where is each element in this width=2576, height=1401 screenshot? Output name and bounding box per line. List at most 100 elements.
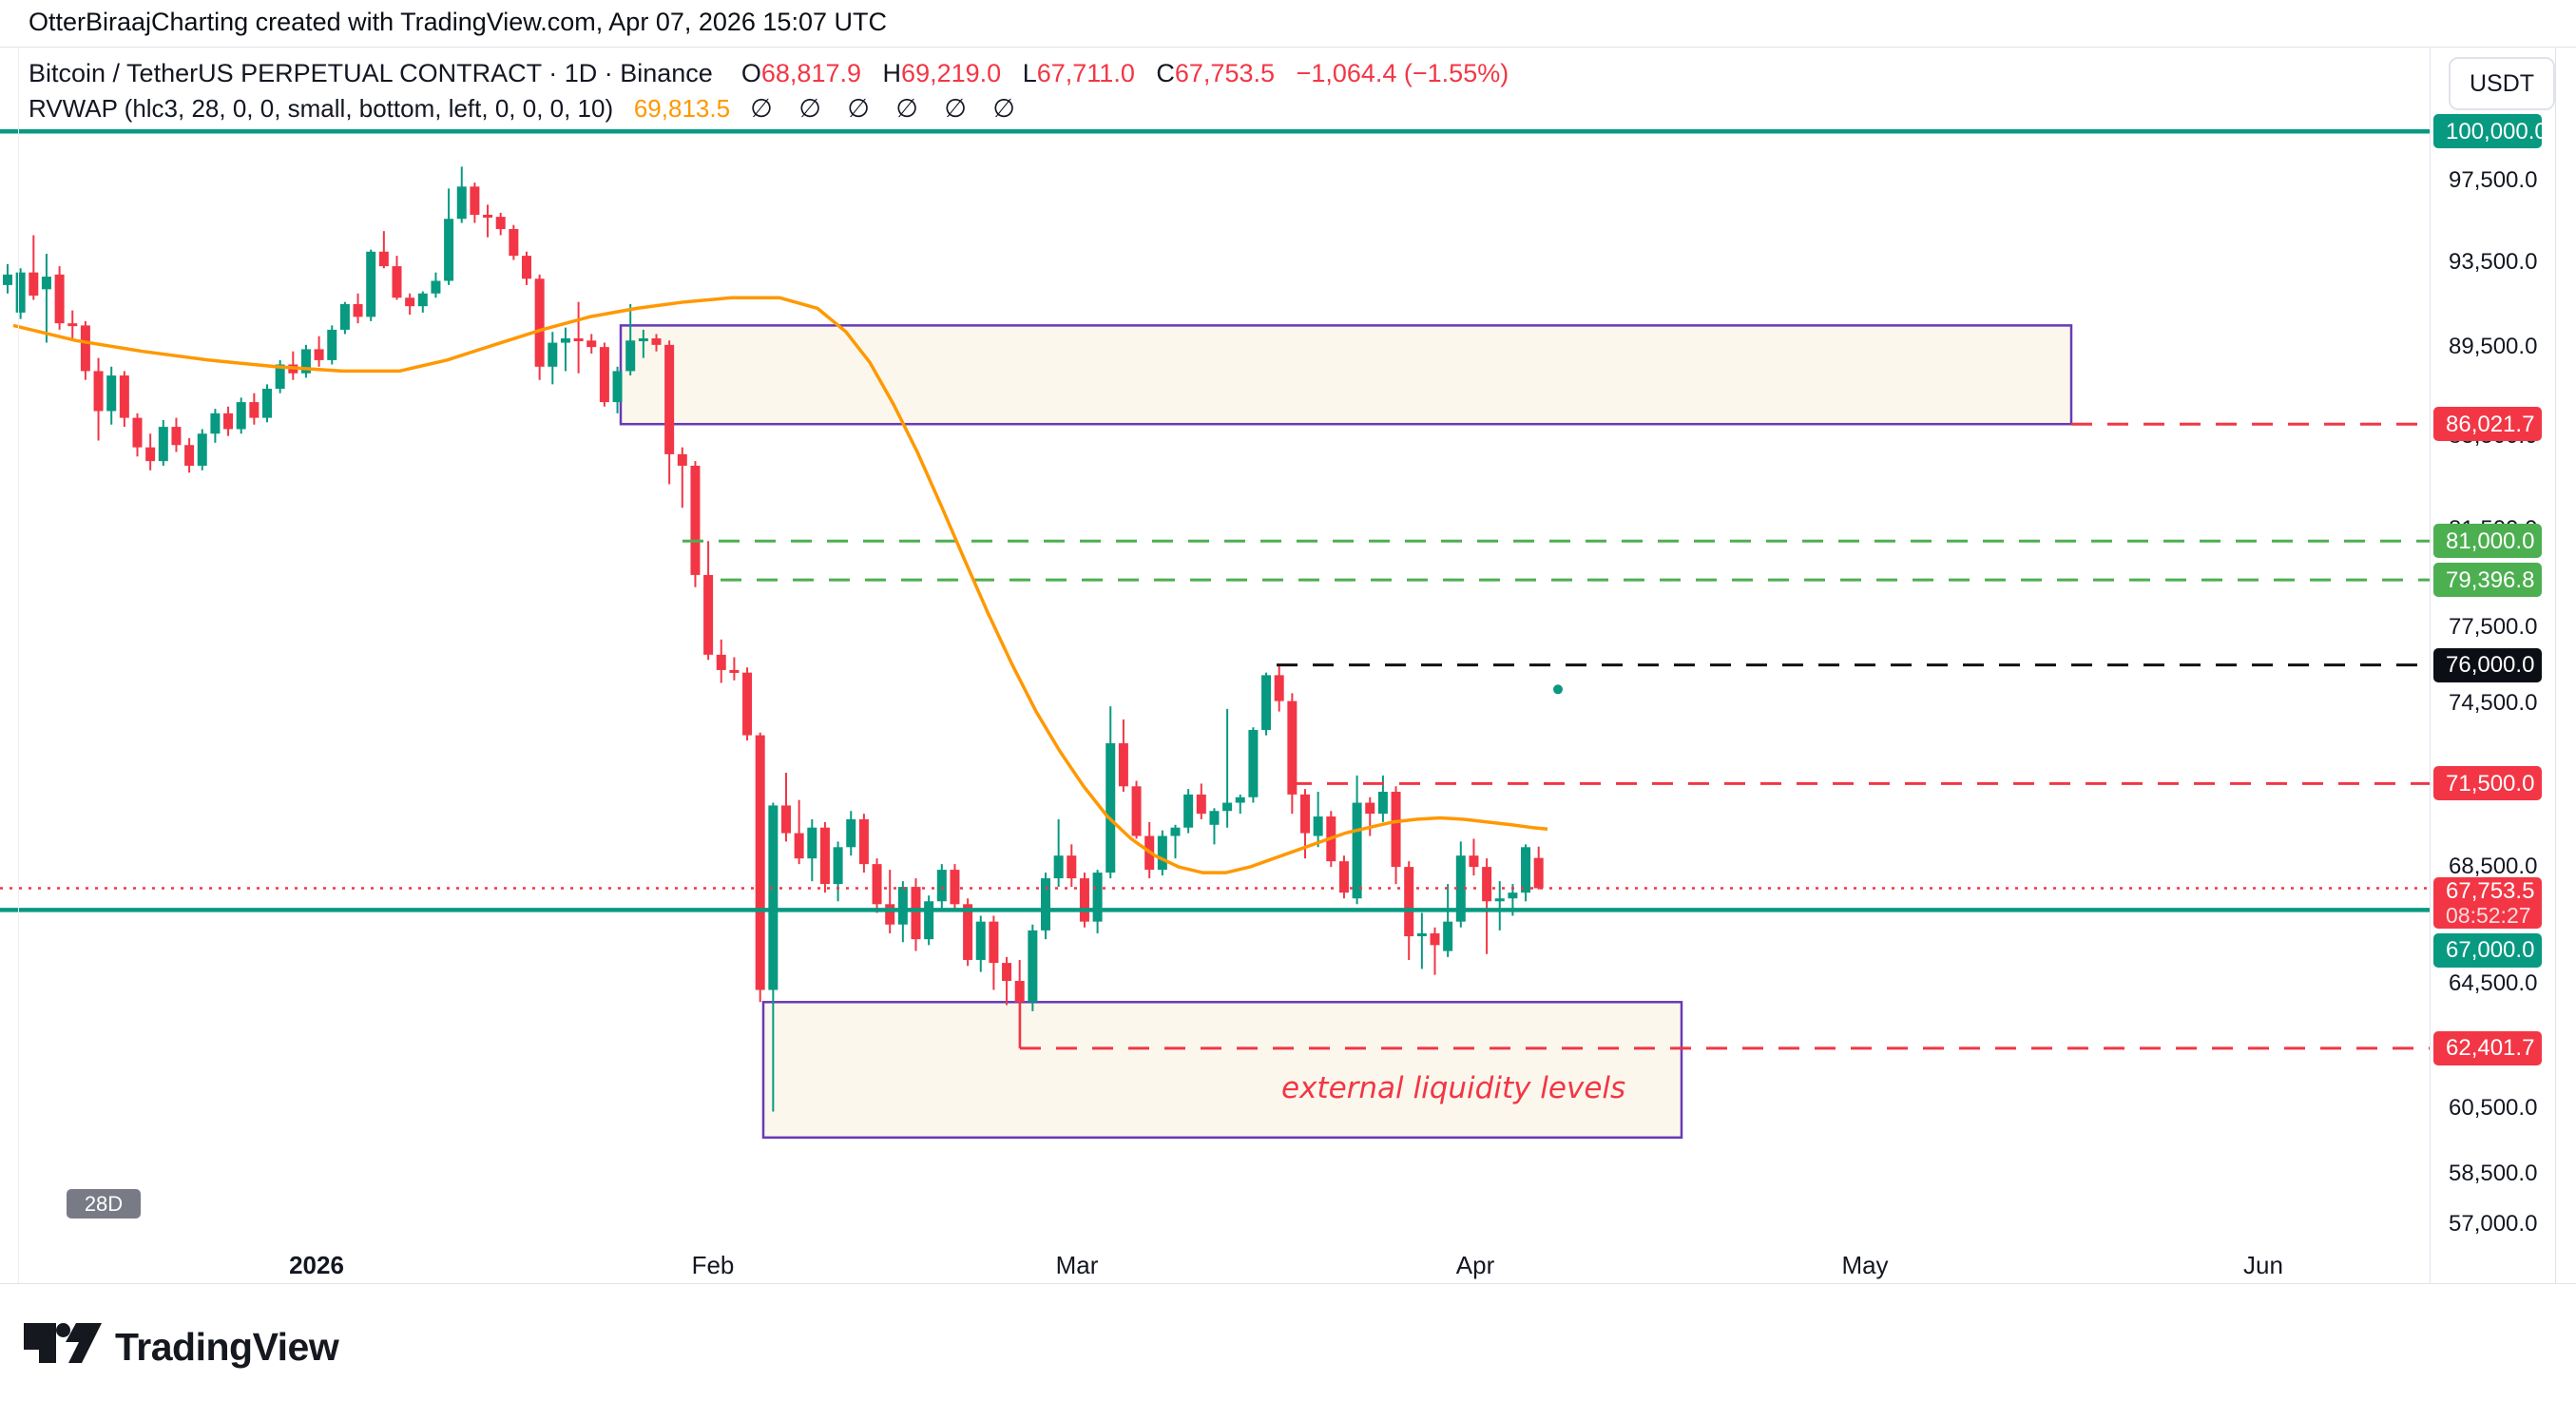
grid-line-left xyxy=(18,47,19,1283)
time-label-2026: 2026 xyxy=(289,1251,344,1279)
candle-body xyxy=(1469,855,1479,868)
candle-body xyxy=(560,338,570,343)
candle-body xyxy=(1416,932,1427,937)
candle-body xyxy=(145,447,156,462)
exchange-name[interactable]: Binance xyxy=(620,59,713,87)
candle-body xyxy=(858,818,869,865)
candle-body xyxy=(171,427,182,446)
candle-body xyxy=(1365,802,1375,815)
candle-body xyxy=(846,818,856,848)
text-annotation[interactable]: external liquidity levels xyxy=(1281,1071,1626,1105)
candle-body xyxy=(1209,811,1220,825)
change-value: −1,064.4 (−1.55%) xyxy=(1296,59,1509,87)
candle-body xyxy=(975,921,986,960)
bottom-divider xyxy=(0,1283,2576,1284)
tradingview-logo[interactable]: TradingView xyxy=(24,1323,339,1371)
candle-body xyxy=(1170,827,1181,836)
candle-body xyxy=(3,274,12,285)
candle-body xyxy=(1313,816,1323,836)
price-badge-value: 62,401.7 xyxy=(2446,1035,2535,1062)
candle-body xyxy=(1067,855,1077,879)
candle-body xyxy=(223,413,234,430)
symbol-legend-row[interactable]: Bitcoin / TetherUS PERPETUAL CONTRACT · … xyxy=(29,59,1509,87)
candle-body xyxy=(755,735,765,990)
price-tick-64500: 64,500.0 xyxy=(2449,970,2538,997)
tradingview-logo-text: TradingView xyxy=(115,1324,339,1369)
candle-body xyxy=(1494,898,1505,902)
candle-body xyxy=(1455,855,1466,922)
symbol-name[interactable]: Bitcoin / TetherUS PERPETUAL CONTRACT xyxy=(29,59,542,87)
candle-body xyxy=(158,427,168,462)
ohlc-high-label: H xyxy=(882,59,902,87)
time-label-Mar: Mar xyxy=(1055,1251,1099,1279)
indicator-title[interactable]: RVWAP (hlc3, 28, 0, 0, small, bottom, le… xyxy=(29,94,614,123)
candle-body xyxy=(1404,867,1414,937)
candle-body xyxy=(1352,802,1362,899)
candle-body xyxy=(924,901,934,940)
price-badge-value: 76,000.0 xyxy=(2446,651,2535,678)
price-tick-58500: 58,500.0 xyxy=(2449,1160,2538,1186)
candle-body xyxy=(54,274,65,324)
price-tick-68500: 68,500.0 xyxy=(2449,854,2538,880)
price-badge-860217: 86,021.7 xyxy=(2433,407,2542,442)
price-tick-93500: 93,500.0 xyxy=(2449,248,2538,275)
candle-body xyxy=(612,371,623,403)
ohlc-open-label: O xyxy=(740,59,761,87)
candle-body xyxy=(378,251,389,267)
top-divider xyxy=(0,47,2576,48)
candle-body xyxy=(522,256,531,279)
candle-body xyxy=(431,280,441,294)
tradingview-logo-icon xyxy=(24,1323,102,1363)
rvwap-line[interactable] xyxy=(12,296,1548,874)
candle-body xyxy=(119,375,129,418)
candle-body xyxy=(339,303,350,330)
price-badge-value: 100,000.0 xyxy=(2446,118,2547,144)
candle-body xyxy=(989,921,999,964)
currency-toggle-button[interactable]: USDT xyxy=(2449,57,2555,110)
candle-body xyxy=(495,217,506,229)
candle-body xyxy=(781,805,791,834)
price-scale-divider xyxy=(2430,47,2431,1283)
candle-body xyxy=(41,277,51,290)
price-tick-74500: 74,500.0 xyxy=(2449,690,2538,717)
candle-body xyxy=(911,887,921,940)
candle-body xyxy=(417,293,428,307)
candle-body xyxy=(1287,700,1298,795)
price-badge-value: 67,753.5 xyxy=(2446,878,2535,905)
candle-body xyxy=(1079,878,1089,922)
candle-body xyxy=(1300,794,1310,834)
indicator-empty-values: ∅ ∅ ∅ ∅ ∅ ∅ xyxy=(750,94,1015,123)
candle-body xyxy=(1183,794,1194,828)
candle-body xyxy=(392,266,402,298)
candle-body xyxy=(456,186,467,220)
price-badge-810000: 81,000.0 xyxy=(2433,524,2542,559)
candle-body xyxy=(1053,855,1064,879)
candle-body xyxy=(509,228,519,257)
candle-body xyxy=(1157,835,1167,871)
price-badge-670000: 67,000.0 xyxy=(2433,933,2542,968)
candle-body xyxy=(132,417,143,448)
ohlc-close-label: C xyxy=(1156,59,1175,87)
liquidity-box-2[interactable] xyxy=(761,1001,1683,1140)
candle-body xyxy=(950,870,960,905)
candle-body xyxy=(1235,796,1245,803)
candle-body xyxy=(353,303,363,317)
candle-body xyxy=(1028,930,1038,1003)
candle-body xyxy=(1274,675,1284,701)
price-badge-value: 79,396.8 xyxy=(2446,566,2535,593)
ohlc-high-value: 69,219.0 xyxy=(901,59,1002,87)
candle-body xyxy=(716,654,726,670)
liquidity-box-1[interactable] xyxy=(619,324,2073,426)
candle-body xyxy=(1443,921,1453,951)
candle-body xyxy=(833,847,843,885)
candle-body xyxy=(638,338,648,342)
ohlc-open-value: 68,817.9 xyxy=(760,59,861,87)
price-badge-677535: 67,753.5 08:52:27 xyxy=(2433,877,2542,929)
candle-body xyxy=(1105,742,1116,873)
price-badge-value: 81,000.0 xyxy=(2446,528,2535,554)
indicator-legend-row[interactable]: RVWAP (hlc3, 28, 0, 0, small, bottom, le… xyxy=(29,94,1015,124)
interval-value[interactable]: 1D xyxy=(564,59,598,87)
candle-body xyxy=(885,904,895,925)
candle-body xyxy=(625,340,636,372)
